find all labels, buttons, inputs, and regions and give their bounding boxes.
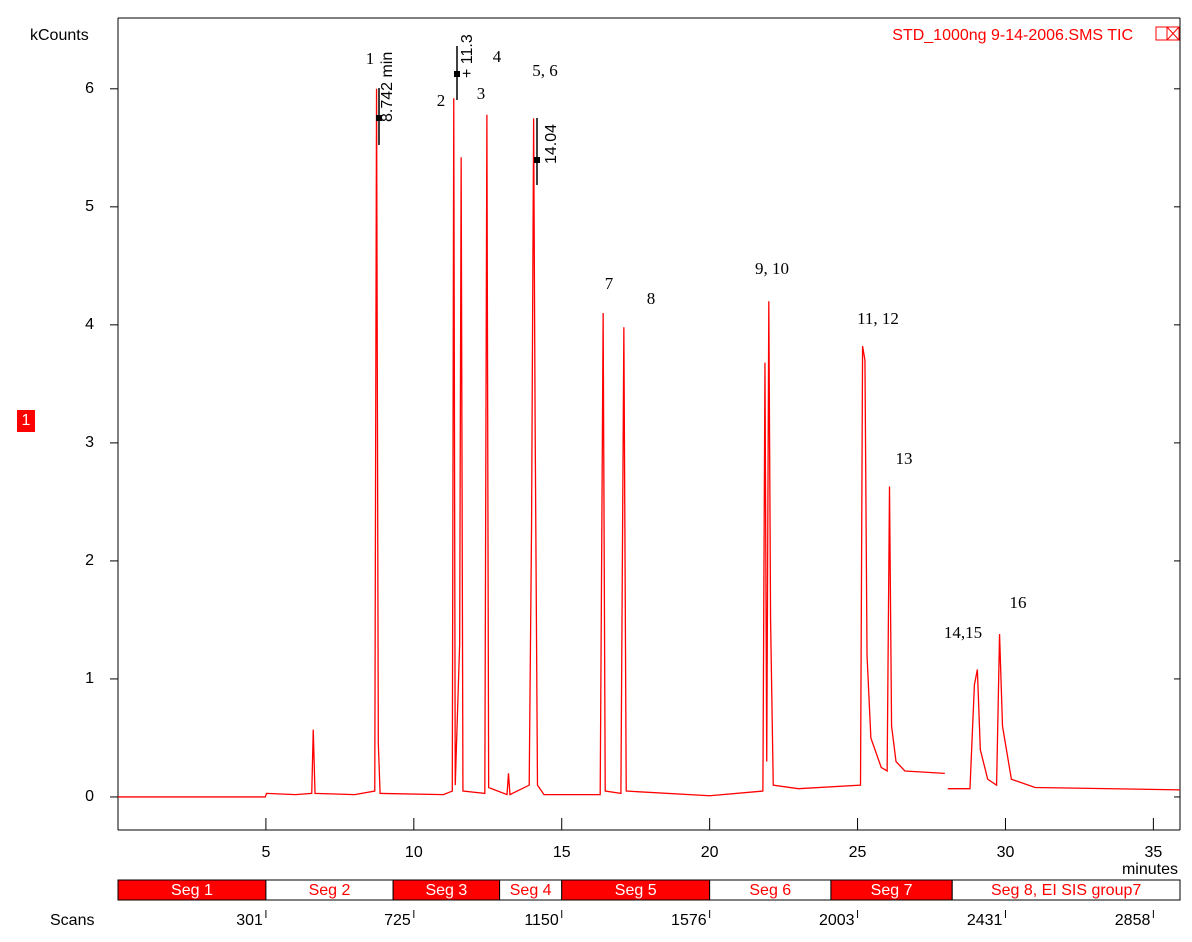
- peak-label: 3: [477, 84, 486, 103]
- segment-label: Seg 1: [171, 882, 213, 899]
- trace-tag-box: [17, 410, 35, 432]
- scan-tick-label: 2003: [819, 912, 855, 929]
- scan-tick-label: 1150: [524, 912, 559, 929]
- y-tick-label: 6: [85, 80, 94, 97]
- x-tick-label: 10: [405, 844, 423, 861]
- peak-label: 9, 10: [755, 259, 789, 278]
- segment-label: Seg 8, EI SIS group7: [991, 882, 1141, 899]
- y-tick-label: 3: [85, 434, 94, 451]
- y-tick-label: 4: [85, 316, 94, 333]
- close-icon[interactable]: [1166, 26, 1180, 41]
- y-axis-label: kCounts: [30, 27, 89, 44]
- retention-label: 14.04: [543, 124, 560, 164]
- x-tick-label: 25: [849, 844, 867, 861]
- retention-marker: [534, 157, 540, 163]
- trace-line: [118, 88, 1181, 798]
- y-tick-label: 2: [85, 552, 94, 569]
- retention-marker: [376, 115, 382, 121]
- peak-label: 11, 12: [857, 309, 899, 328]
- scan-tick-label: 1576: [671, 912, 707, 929]
- segment-label: Seg 4: [510, 882, 552, 899]
- x-tick-label: 15: [553, 844, 571, 861]
- x-tick-label: 35: [1144, 844, 1162, 861]
- scans-label: Scans: [50, 912, 94, 929]
- chart-title: STD_1000ng 9-14-2006.SMS TIC: [892, 27, 1133, 44]
- peak-label: 2: [437, 91, 446, 110]
- segment-label: Seg 7: [871, 882, 913, 899]
- x-axis-label: minutes: [1122, 861, 1178, 878]
- peak-label: 7: [605, 274, 614, 293]
- scan-tick-label: 725: [384, 912, 411, 929]
- retention-label: 8.742 min: [379, 52, 396, 122]
- peak-label: 5, 6: [532, 61, 558, 80]
- segment-label: Seg 2: [309, 882, 351, 899]
- scan-tick-label: 301: [236, 912, 263, 929]
- trace-tag: 1: [22, 412, 31, 429]
- y-tick-label: 0: [85, 788, 94, 805]
- peak-label: 4: [493, 47, 502, 66]
- y-tick-label: 5: [85, 198, 94, 215]
- segment-label: Seg 3: [425, 882, 467, 899]
- peak-label: 1: [366, 49, 375, 68]
- x-tick-label: 30: [997, 844, 1015, 861]
- segment: [951, 879, 1181, 901]
- peak-label: 13: [896, 449, 913, 468]
- scan-tick-label: 2431: [967, 912, 1003, 929]
- retention-marker: [454, 71, 460, 77]
- peak-label: 14,15: [944, 623, 982, 642]
- scan-tick-label: 2858: [1115, 912, 1151, 929]
- x-tick-label: 5: [261, 844, 270, 861]
- peak-label: 16: [1010, 593, 1027, 612]
- segment-label: Seg 5: [615, 882, 657, 899]
- segment-label: Seg 6: [749, 882, 791, 899]
- retention-label: + 11.3: [459, 34, 476, 78]
- peak-label: 8: [647, 289, 656, 308]
- x-tick-label: 20: [701, 844, 719, 861]
- close-cross: [1166, 26, 1180, 41]
- y-tick-label: 1: [85, 670, 94, 687]
